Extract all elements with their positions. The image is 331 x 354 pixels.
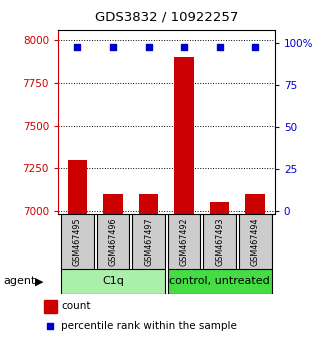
Text: GSM467495: GSM467495 (73, 217, 82, 266)
Point (181, 44, 187, 50)
Bar (168, 214, 201, 269)
Text: C1q: C1q (102, 276, 124, 286)
Bar (245, 194, 265, 214)
Text: GSM467497: GSM467497 (144, 217, 153, 266)
Text: percentile rank within the sample: percentile rank within the sample (61, 321, 237, 331)
Point (110, 44, 116, 50)
Bar (203, 214, 236, 269)
Point (146, 44, 151, 50)
Point (75, 44, 80, 50)
Bar (61, 269, 165, 294)
Text: GSM467494: GSM467494 (251, 217, 260, 266)
Bar (239, 214, 271, 269)
Point (48, 323, 53, 329)
Bar (44, 300, 57, 313)
Text: ▶: ▶ (35, 276, 43, 286)
Text: GSM467493: GSM467493 (215, 217, 224, 266)
Text: agent: agent (3, 276, 36, 286)
Bar (132, 214, 165, 269)
Text: control, untreated: control, untreated (169, 276, 270, 286)
Bar (168, 269, 271, 294)
Bar (139, 194, 158, 214)
Text: GSM467496: GSM467496 (109, 217, 118, 266)
Bar (61, 214, 94, 269)
Text: count: count (61, 301, 91, 311)
Point (253, 44, 258, 50)
Bar (103, 194, 123, 214)
Bar (210, 202, 229, 214)
Bar (97, 214, 129, 269)
Bar (68, 160, 87, 214)
Text: GSM467492: GSM467492 (180, 217, 189, 266)
Bar (174, 57, 194, 214)
Point (217, 44, 222, 50)
Text: GDS3832 / 10922257: GDS3832 / 10922257 (95, 11, 238, 24)
